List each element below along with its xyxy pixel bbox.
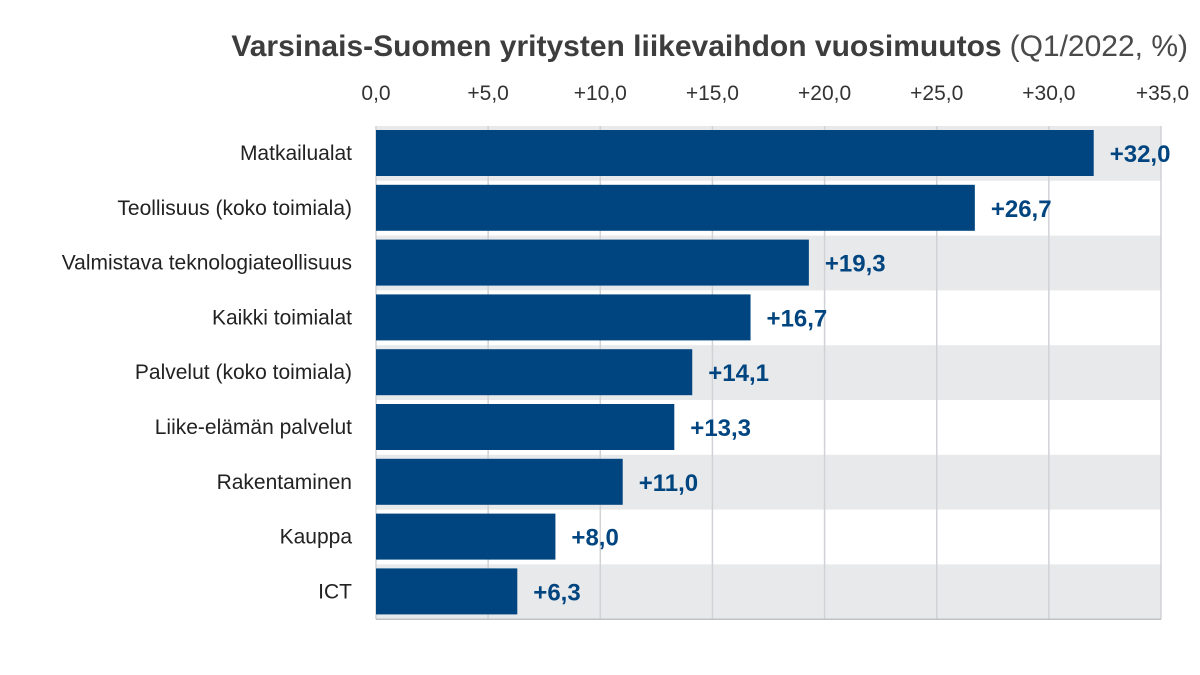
bar <box>376 294 751 341</box>
bars <box>376 130 1094 615</box>
value-labels: +32,0 +26,7 +19,3 +16,7 +14,1 +13,3 +11,0 +8,0 +… <box>533 141 1170 606</box>
x-tick-label: +30,0 <box>1022 82 1075 105</box>
x-tick-label: +25,0 <box>910 82 963 105</box>
category-label: Matkailualat <box>240 142 352 165</box>
value-label: +13,3 <box>690 415 751 442</box>
value-label: +8,0 <box>571 525 618 552</box>
bar <box>376 239 809 286</box>
x-tick-label: 0,0 <box>361 82 390 105</box>
x-tick-label: +35,0 <box>1136 82 1189 105</box>
value-label: +16,7 <box>767 305 828 332</box>
category-label: ICT <box>318 580 352 603</box>
value-label: +14,1 <box>708 360 769 387</box>
x-tick-label: +5,0 <box>467 82 508 105</box>
chart-title: Varsinais-Suomen yritysten liikevaihdon … <box>231 30 1188 63</box>
chart-title-main: Varsinais-Suomen yritysten liikevaihdon … <box>231 30 1001 63</box>
chart-title-sub: (Q1/2022, %) <box>1010 30 1188 63</box>
x-tick-label: +20,0 <box>798 82 851 105</box>
category-label: Kauppa <box>280 526 353 549</box>
bar <box>376 349 693 396</box>
category-labels: Matkailualat Teollisuus (koko toimiala) Va… <box>62 142 353 603</box>
bar <box>376 568 518 615</box>
category-label: Palvelut (koko toimiala) <box>135 361 352 384</box>
value-label: +32,0 <box>1110 141 1171 168</box>
value-label: +26,7 <box>991 196 1052 223</box>
value-label: +6,3 <box>533 579 580 606</box>
x-tick-label: +10,0 <box>574 82 627 105</box>
bar <box>376 184 975 231</box>
bar <box>376 458 623 505</box>
bar <box>376 404 675 450</box>
x-tick-label: +15,0 <box>686 82 739 105</box>
category-label: Liike-elämän palvelut <box>155 416 352 439</box>
category-label: Kaikki toimialat <box>212 306 352 329</box>
bar <box>376 513 556 560</box>
category-label: Teollisuus (koko toimiala) <box>117 197 352 220</box>
category-label: Rakentaminen <box>217 471 352 494</box>
bar <box>376 130 1094 176</box>
category-label: Valmistava teknologiateollisuus <box>62 252 352 275</box>
x-axis-ticks: 0,0 +5,0 +10,0 +15,0 +20,0 +25,0 +30,0 +35,0 <box>361 82 1189 105</box>
value-label: +11,0 <box>639 470 698 497</box>
value-label: +19,3 <box>825 251 886 278</box>
